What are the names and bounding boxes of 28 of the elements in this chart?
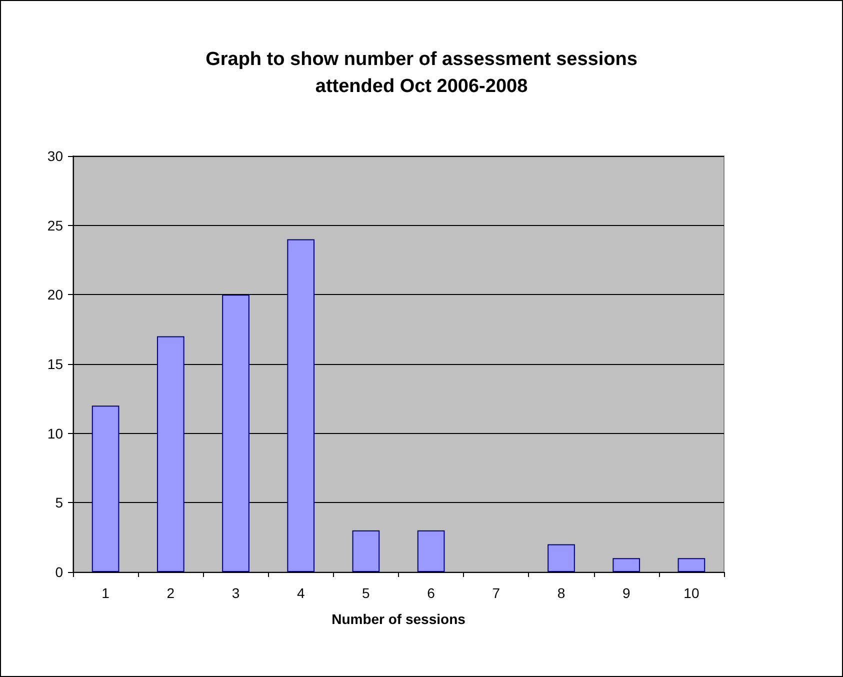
bar: [548, 544, 575, 572]
bar: [222, 294, 250, 572]
x-tick-label: 5: [362, 585, 370, 601]
x-tick-label: 3: [232, 585, 240, 601]
y-tick-label: 10: [47, 425, 64, 442]
bar: [92, 406, 120, 572]
bar: [612, 558, 640, 572]
y-tick-label: 15: [47, 356, 64, 372]
y-tick-label: 0: [55, 564, 64, 580]
x-tick-label: 8: [557, 585, 566, 601]
chart-title: Graph to show number of assessment sessions attended Oct 2006-2008: [206, 49, 638, 97]
x-tick-label: 6: [427, 585, 436, 601]
bar: [287, 239, 315, 572]
x-tick-label: 7: [492, 585, 500, 601]
y-tick-label: 30: [47, 148, 64, 164]
x-axis-title: Number of sessions: [332, 611, 466, 627]
x-tick-label: 4: [296, 585, 305, 601]
bar: [417, 530, 445, 572]
y-tick-label: 25: [47, 217, 64, 234]
bar: [352, 530, 380, 572]
bar: [156, 336, 184, 572]
y-tick-label: 5: [55, 494, 64, 511]
x-tick-label: 10: [684, 585, 700, 601]
bar: [678, 558, 706, 572]
y-tick-label: 20: [47, 286, 64, 303]
x-tick-label: 1: [102, 585, 110, 601]
x-tick-label: 9: [622, 585, 630, 601]
x-tick-label: 2: [166, 585, 175, 601]
